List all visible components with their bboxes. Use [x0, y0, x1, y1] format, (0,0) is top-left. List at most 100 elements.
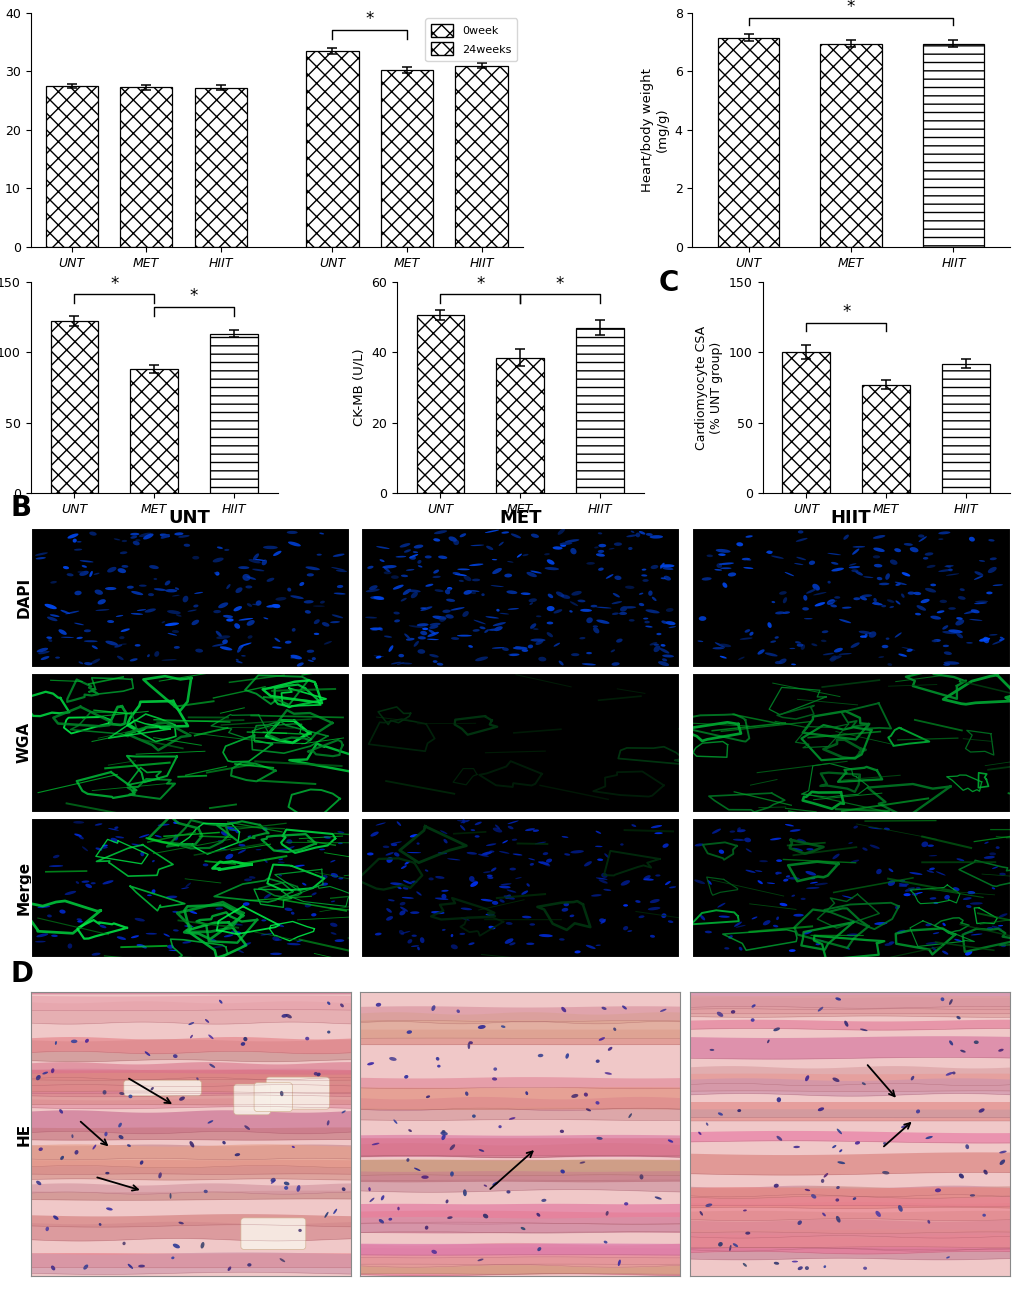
Ellipse shape — [571, 654, 579, 656]
Ellipse shape — [474, 835, 479, 838]
Ellipse shape — [463, 590, 472, 594]
Ellipse shape — [219, 1000, 222, 1004]
Ellipse shape — [390, 661, 401, 664]
Ellipse shape — [491, 647, 503, 648]
Ellipse shape — [399, 906, 408, 911]
Ellipse shape — [445, 615, 453, 619]
Ellipse shape — [598, 1038, 604, 1040]
Ellipse shape — [247, 603, 252, 607]
Ellipse shape — [596, 1137, 602, 1139]
Ellipse shape — [421, 1176, 428, 1179]
Ellipse shape — [409, 556, 416, 559]
Ellipse shape — [571, 1094, 578, 1098]
Ellipse shape — [796, 643, 803, 647]
Ellipse shape — [995, 847, 999, 849]
Ellipse shape — [991, 584, 1002, 586]
Ellipse shape — [774, 871, 779, 875]
Ellipse shape — [468, 942, 474, 945]
Ellipse shape — [592, 626, 599, 633]
Ellipse shape — [779, 902, 787, 906]
Ellipse shape — [849, 860, 858, 864]
Ellipse shape — [706, 554, 712, 557]
Ellipse shape — [35, 941, 46, 942]
Ellipse shape — [278, 874, 281, 877]
Ellipse shape — [314, 1072, 318, 1075]
Ellipse shape — [441, 1130, 445, 1133]
Ellipse shape — [837, 1161, 845, 1164]
Ellipse shape — [107, 620, 114, 623]
Ellipse shape — [457, 634, 472, 637]
Ellipse shape — [650, 565, 657, 568]
Ellipse shape — [284, 1186, 288, 1190]
Ellipse shape — [76, 637, 83, 639]
Ellipse shape — [938, 599, 946, 603]
Ellipse shape — [167, 633, 177, 635]
Ellipse shape — [215, 630, 222, 637]
Ellipse shape — [327, 1031, 330, 1034]
Ellipse shape — [538, 935, 552, 937]
Ellipse shape — [492, 568, 501, 574]
Ellipse shape — [853, 597, 859, 601]
Ellipse shape — [615, 638, 622, 643]
Ellipse shape — [373, 597, 384, 599]
Ellipse shape — [998, 638, 1004, 641]
Ellipse shape — [834, 596, 840, 599]
Ellipse shape — [457, 820, 468, 821]
Ellipse shape — [534, 842, 546, 844]
Ellipse shape — [274, 638, 280, 642]
Ellipse shape — [597, 532, 601, 535]
Ellipse shape — [400, 575, 408, 577]
Ellipse shape — [817, 1007, 822, 1012]
Ellipse shape — [603, 853, 608, 858]
Ellipse shape — [135, 918, 145, 922]
Ellipse shape — [287, 588, 291, 592]
Ellipse shape — [246, 576, 256, 580]
Ellipse shape — [963, 610, 976, 614]
Ellipse shape — [793, 914, 803, 916]
Ellipse shape — [454, 574, 467, 576]
Ellipse shape — [789, 829, 800, 831]
Ellipse shape — [991, 641, 1001, 644]
Ellipse shape — [233, 923, 243, 926]
Ellipse shape — [141, 945, 147, 949]
Ellipse shape — [565, 1053, 569, 1058]
Ellipse shape — [555, 592, 564, 597]
Ellipse shape — [285, 1014, 291, 1018]
Ellipse shape — [413, 552, 418, 553]
Text: C: C — [658, 269, 679, 296]
Ellipse shape — [71, 1134, 73, 1138]
Ellipse shape — [426, 1096, 430, 1098]
FancyBboxPatch shape — [254, 1083, 292, 1111]
Ellipse shape — [795, 538, 807, 541]
Ellipse shape — [76, 541, 82, 543]
Ellipse shape — [544, 567, 558, 570]
Ellipse shape — [130, 532, 140, 535]
Ellipse shape — [400, 931, 410, 935]
Ellipse shape — [190, 1035, 193, 1039]
Ellipse shape — [483, 1185, 487, 1187]
Ellipse shape — [738, 656, 744, 660]
Ellipse shape — [794, 641, 800, 643]
Ellipse shape — [970, 610, 978, 614]
Ellipse shape — [728, 572, 736, 576]
Ellipse shape — [82, 847, 88, 851]
Ellipse shape — [404, 549, 411, 553]
Ellipse shape — [613, 543, 622, 545]
Ellipse shape — [203, 864, 208, 866]
Ellipse shape — [887, 880, 894, 886]
Ellipse shape — [530, 571, 541, 574]
Ellipse shape — [559, 543, 566, 545]
Ellipse shape — [94, 572, 100, 575]
Ellipse shape — [330, 923, 337, 927]
Ellipse shape — [440, 1132, 447, 1136]
Bar — [195, 88, 247, 247]
Ellipse shape — [667, 1139, 673, 1142]
Ellipse shape — [234, 932, 242, 935]
Ellipse shape — [538, 657, 546, 661]
Ellipse shape — [900, 1125, 907, 1128]
Ellipse shape — [58, 629, 66, 635]
Ellipse shape — [590, 895, 601, 897]
Ellipse shape — [405, 861, 410, 865]
Ellipse shape — [546, 606, 554, 611]
Ellipse shape — [585, 945, 595, 949]
